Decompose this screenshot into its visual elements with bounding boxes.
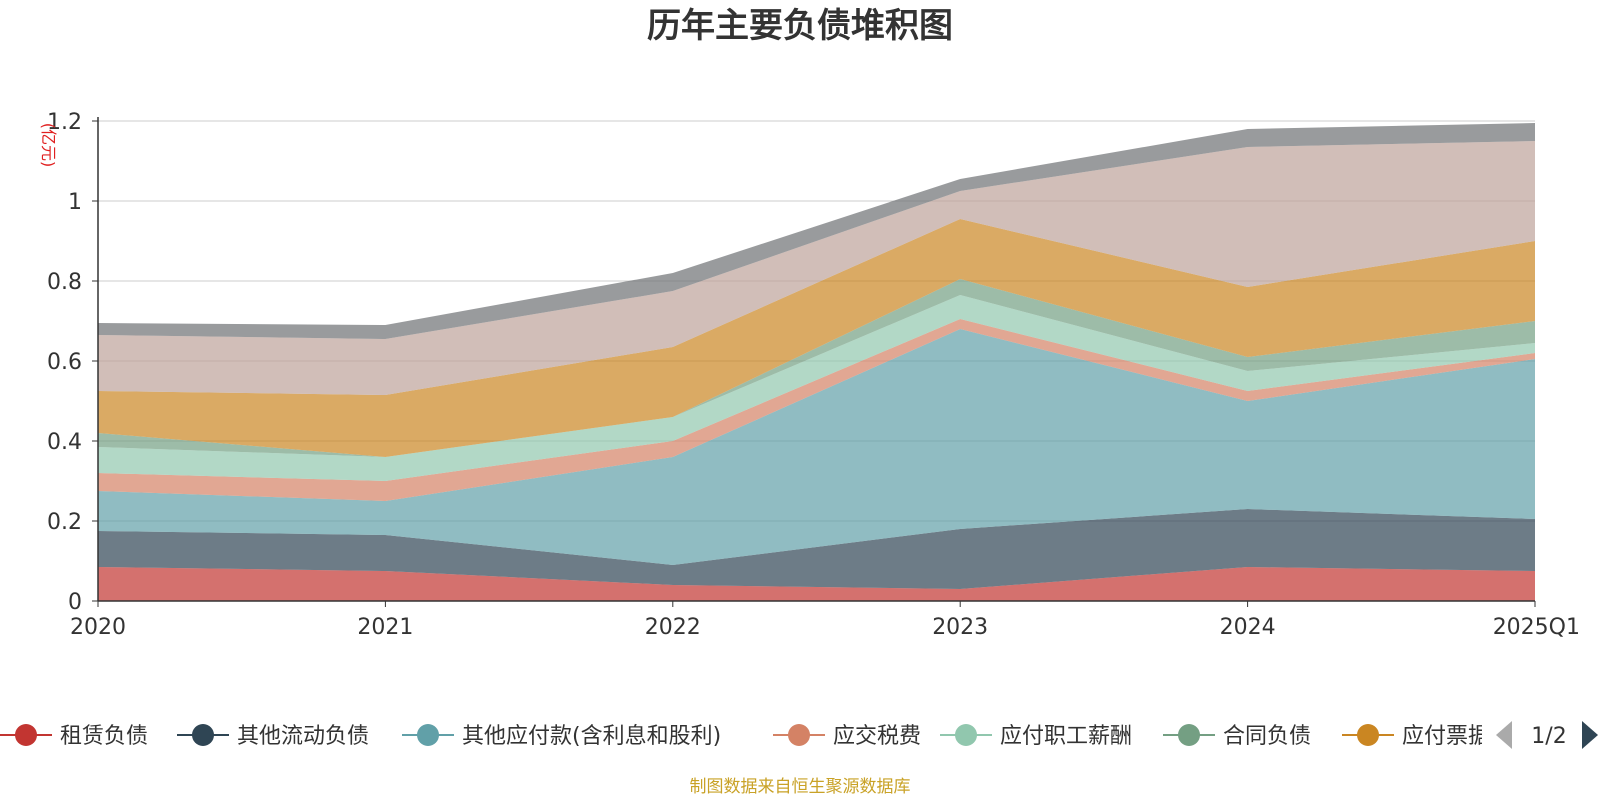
source-note: 制图数据来自恒生聚源数据库 xyxy=(690,777,911,797)
area-series-band xyxy=(98,509,1535,589)
legend-marker-icon xyxy=(15,724,37,746)
legend-marker-icon xyxy=(955,724,977,746)
y-tick-label: 1 xyxy=(68,190,82,215)
area-series-band xyxy=(98,295,1535,481)
area-series-band xyxy=(98,279,1535,457)
legend-label: 应付职工薪酬 xyxy=(1000,724,1132,749)
y-axis-unit: (亿元) xyxy=(39,123,58,168)
legend-next-icon[interactable] xyxy=(1582,721,1598,749)
legend-pager: 1/2 xyxy=(1496,721,1598,749)
legend-label: 其他应付款(含利息和股利) xyxy=(462,724,721,749)
y-tick-label: 0 xyxy=(68,590,82,615)
area-series-band xyxy=(98,329,1535,565)
x-tick-label: 2023 xyxy=(932,615,988,640)
legend-item[interactable]: 其他流动负债 xyxy=(177,724,369,749)
y-tick-labels: 0 0.2 0.4 0.6 0.8 1 1.2 xyxy=(47,110,82,615)
area-series-band xyxy=(98,123,1535,339)
legend-item[interactable]: 租赁负债 xyxy=(0,724,148,749)
axes xyxy=(97,117,1536,607)
legend-label: 其他流动负债 xyxy=(237,724,369,749)
area-series xyxy=(98,123,1535,601)
legend-label: 合同负债 xyxy=(1223,724,1311,749)
y-tick-label: 0.2 xyxy=(47,510,82,535)
area-series-band xyxy=(98,219,1535,457)
legend-item[interactable]: 其他应付款(含利息和股利) xyxy=(402,724,721,749)
x-tick-label: 2020 xyxy=(70,615,126,640)
legend-prev-icon[interactable] xyxy=(1496,721,1512,749)
legend: 租赁负债 其他流动负债 其他应付款(含利息和股利) 应交税费 应付职工薪酬 合同负债 应付票… xyxy=(0,724,1490,749)
legend-marker-icon xyxy=(192,724,214,746)
area-series-band xyxy=(98,319,1535,501)
x-tick-label: 2021 xyxy=(357,615,413,640)
y-tick-label: 0.6 xyxy=(47,350,82,375)
y-tick-label: 1.2 xyxy=(47,110,82,135)
x-tick-label: 2024 xyxy=(1220,615,1276,640)
legend-marker-icon xyxy=(1357,724,1379,746)
legend-item[interactable]: 应交税费 xyxy=(773,724,921,749)
area-series-band xyxy=(98,141,1535,395)
y-tick-label: 0.4 xyxy=(47,430,82,455)
x-tick-label: 2025Q1 xyxy=(1493,615,1580,640)
legend-item[interactable]: 应付职工薪酬 xyxy=(940,724,1132,749)
legend-label: 应交税费 xyxy=(833,724,921,749)
area-series-band xyxy=(98,567,1535,601)
legend-item[interactable]: 合同负债 xyxy=(1163,724,1311,749)
y-tick-label: 0.8 xyxy=(47,270,82,295)
legend-marker-icon xyxy=(417,724,439,746)
legend-item[interactable]: 应付票据 xyxy=(1342,724,1490,749)
chart-title: 历年主要负债堆积图 xyxy=(647,6,953,46)
legend-marker-icon xyxy=(788,724,810,746)
legend-marker-icon xyxy=(1178,724,1200,746)
legend-page-indicator: 1/2 xyxy=(1531,724,1566,749)
x-tick-labels: 2020 2021 2022 2023 2024 2025Q1 xyxy=(70,615,1580,640)
legend-label: 应付票据 xyxy=(1402,724,1490,749)
x-tick-label: 2022 xyxy=(645,615,701,640)
legend-label: 租赁负债 xyxy=(60,724,148,749)
